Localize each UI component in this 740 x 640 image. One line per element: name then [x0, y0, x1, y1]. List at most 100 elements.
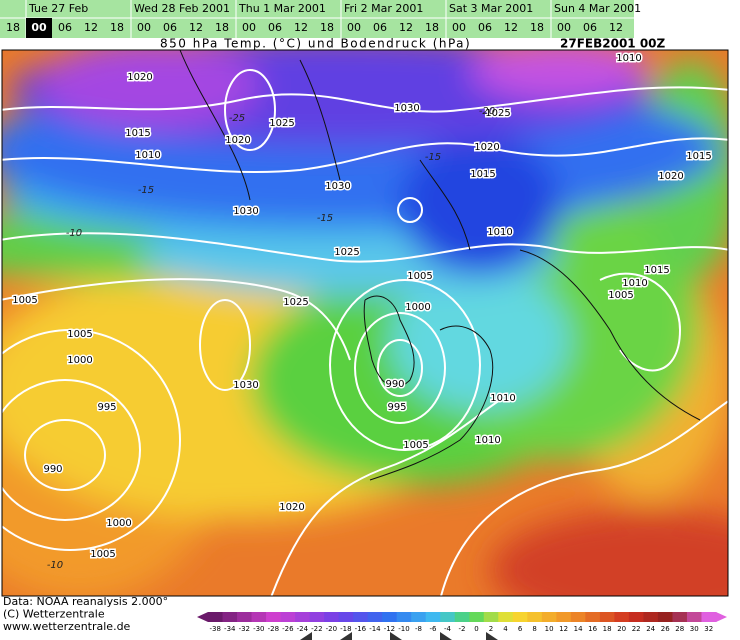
- isotherm-label: -15: [317, 213, 333, 224]
- scale-label: 18: [603, 625, 612, 633]
- hour-label[interactable]: 06: [268, 21, 282, 34]
- hour-label[interactable]: 18: [320, 21, 334, 34]
- scale-end: [716, 612, 727, 622]
- hour-label[interactable]: 18: [215, 21, 229, 34]
- scale-cell: [701, 612, 717, 622]
- scale-cell: [599, 612, 615, 622]
- isotherm-label: -15: [425, 152, 441, 163]
- scale-label: 14: [574, 625, 583, 633]
- hour-label[interactable]: 12: [504, 21, 518, 34]
- scale-label: -22: [311, 625, 322, 633]
- hour-label[interactable]: 12: [84, 21, 98, 34]
- hour-label[interactable]: 00: [31, 21, 47, 34]
- isobar-label: 1005: [403, 440, 428, 451]
- scale-cell: [353, 612, 369, 622]
- scale-label: -10: [398, 625, 409, 633]
- playback-controls[interactable]: [300, 632, 498, 640]
- hour-label[interactable]: 00: [242, 21, 256, 34]
- hour-label[interactable]: 12: [294, 21, 308, 34]
- hour-label[interactable]: 18: [6, 21, 20, 34]
- isobar-label: 1000: [405, 302, 430, 313]
- day-label[interactable]: Sat 3 Mar 2001: [449, 2, 533, 15]
- scale-cell: [367, 612, 383, 622]
- scale-label: 8: [532, 625, 536, 633]
- selected-hour: [26, 18, 52, 38]
- isobar-label: 990: [385, 379, 404, 390]
- scale-label: 24: [646, 625, 655, 633]
- isobar-label: 1005: [90, 549, 115, 560]
- hour-label[interactable]: 06: [373, 21, 387, 34]
- scale-label: 2: [489, 625, 493, 633]
- map-title: 850 hPa Temp. (°C) und Bodendruck (hPa): [160, 37, 471, 51]
- hour-label[interactable]: 12: [189, 21, 203, 34]
- hour-label[interactable]: 18: [110, 21, 124, 34]
- scale-label: -16: [355, 625, 367, 633]
- isobar-label: 1025: [283, 297, 308, 308]
- day-label[interactable]: Tue 27 Feb: [28, 2, 88, 15]
- scale-cell: [396, 612, 412, 622]
- map-frame: [1, 49, 729, 597]
- day-label[interactable]: Wed 28 Feb 2001: [134, 2, 230, 15]
- isobar-label: 1000: [67, 355, 92, 366]
- hour-label[interactable]: 18: [530, 21, 544, 34]
- scale-label: 6: [518, 625, 523, 633]
- hour-label[interactable]: 00: [452, 21, 466, 34]
- scale-cell: [469, 612, 485, 622]
- scale-label: -38: [210, 625, 221, 633]
- hour-label[interactable]: 12: [399, 21, 413, 34]
- scale-cell: [483, 612, 499, 622]
- scale-label: -18: [340, 625, 351, 633]
- isotherm-label: -20: [479, 106, 495, 117]
- scale-cell: [266, 612, 282, 622]
- scale-label: -32: [239, 625, 250, 633]
- isobar-label: 1025: [485, 108, 510, 119]
- isobar-label: 1015: [644, 265, 669, 276]
- scale-cell: [628, 612, 644, 622]
- scale-cell: [411, 612, 427, 622]
- scale-cell: [237, 612, 253, 622]
- hour-label[interactable]: 18: [425, 21, 439, 34]
- hour-label[interactable]: 00: [347, 21, 361, 34]
- scale-label: -4: [444, 625, 452, 633]
- scale-label: 32: [704, 625, 713, 633]
- scale-cell: [643, 612, 659, 622]
- scale-cell: [280, 612, 296, 622]
- footer-line: (C) Wetterzentrale: [3, 608, 105, 621]
- scale-cell: [614, 612, 630, 622]
- hour-label[interactable]: 06: [583, 21, 597, 34]
- scale-label: 0: [474, 625, 478, 633]
- scale-cell: [657, 612, 673, 622]
- hour-label[interactable]: 06: [58, 21, 72, 34]
- isobar-label: 995: [97, 402, 116, 413]
- isobar-label: 1005: [12, 295, 37, 306]
- scale-label: -28: [268, 625, 279, 633]
- scale-label: -14: [369, 625, 381, 633]
- hour-label[interactable]: 00: [557, 21, 571, 34]
- isobar-label: 1005: [67, 329, 92, 340]
- scale-label: 28: [675, 625, 684, 633]
- scale-cell: [425, 612, 441, 622]
- day-label[interactable]: Fri 2 Mar 2001: [344, 2, 423, 15]
- hour-label[interactable]: 12: [609, 21, 623, 34]
- day-label[interactable]: Sun 4 Mar 2001: [554, 2, 641, 15]
- scale-cell: [440, 612, 456, 622]
- scale-cell: [498, 612, 514, 622]
- isobar-label: 1020: [658, 171, 683, 182]
- hour-label[interactable]: 06: [163, 21, 177, 34]
- hour-label[interactable]: 06: [478, 21, 492, 34]
- day-label[interactable]: Thu 1 Mar 2001: [238, 2, 326, 15]
- scale-cell: [382, 612, 398, 622]
- isobar-label: 1015: [125, 128, 150, 139]
- isobar-label: 1010: [487, 227, 512, 238]
- timeline: Tue 27 Feb Wed 28 Feb 2001 Thu 1 Mar 2001 F…: [0, 0, 641, 38]
- hour-label[interactable]: 00: [137, 21, 151, 34]
- scale-label: 4: [503, 625, 508, 633]
- scale-cell: [208, 612, 224, 622]
- isobar-label: 1025: [269, 118, 294, 129]
- scale-cell: [222, 612, 238, 622]
- scale-cell: [672, 612, 688, 622]
- scale-cell: [585, 612, 601, 622]
- isobar-label: 1000: [106, 518, 131, 529]
